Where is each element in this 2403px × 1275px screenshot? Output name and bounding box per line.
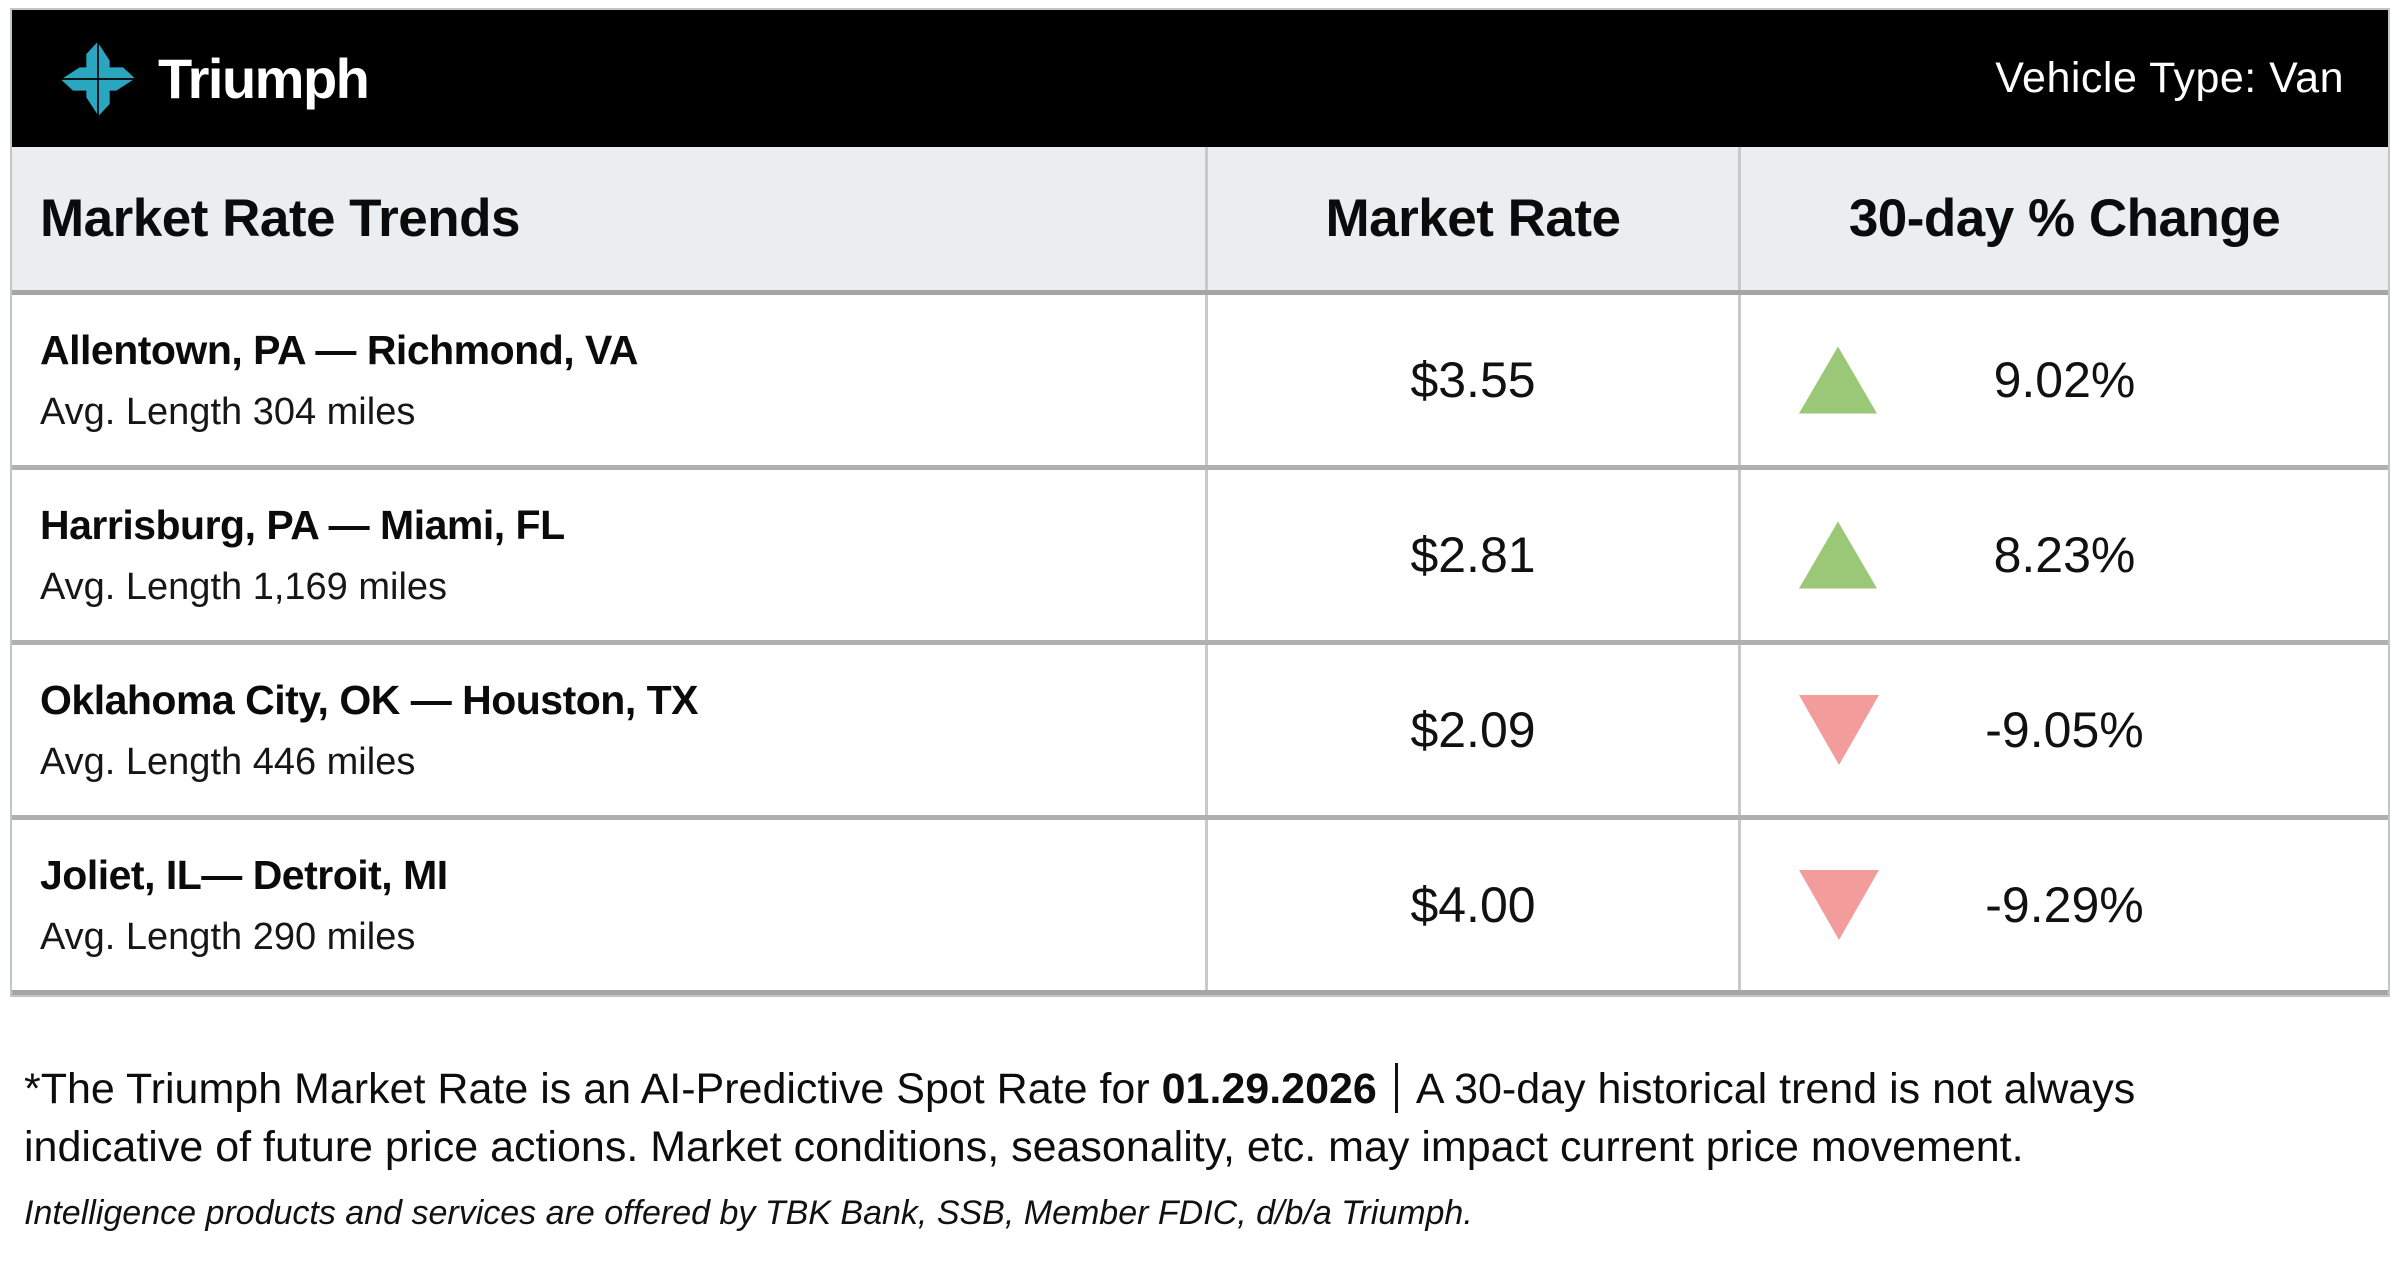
triumph-logo-icon (61, 41, 135, 116)
lane-avg-length: Avg. Length 446 miles (40, 740, 416, 783)
market-rate-card: Triumph Vehicle Type: Van Market Rate Tr… (10, 8, 2390, 997)
column-header-market-rate-trends: Market Rate Trends (40, 189, 520, 248)
change-value: 8.23% (1993, 527, 2136, 583)
lane-cell: Joliet, IL— Detroit, MI Avg. Length 290 … (12, 820, 1205, 990)
market-rate-value: $2.09 (1205, 645, 1738, 815)
table-header-row: Market Rate Trends Market Rate 30-day % … (12, 147, 2388, 295)
table-row: Oklahoma City, OK — Houston, TX Avg. Len… (12, 645, 2388, 820)
change-value: -9.05% (1985, 702, 2144, 758)
table-row: Joliet, IL— Detroit, MI Avg. Length 290 … (12, 820, 2388, 995)
change-value: -9.29% (1985, 877, 2144, 933)
footnote-date: 01.29.2026 (1161, 1065, 1377, 1113)
up-arrow-icon (1799, 521, 1877, 589)
lane-cell: Allentown, PA — Richmond, VA Avg. Length… (12, 295, 1205, 465)
vehicle-type-label: Vehicle Type: Van (1995, 54, 2344, 102)
change-cell: -9.29% (1738, 820, 2388, 990)
change-cell: 9.02% (1738, 295, 2388, 465)
column-header-30-day-change: 30-day % Change (1738, 147, 2388, 290)
table-row: Allentown, PA — Richmond, VA Avg. Length… (12, 295, 2388, 470)
lane-cell: Harrisburg, PA — Miami, FL Avg. Length 1… (12, 470, 1205, 640)
lane-avg-length: Avg. Length 290 miles (40, 915, 416, 958)
market-rate-value: $2.81 (1205, 470, 1738, 640)
footnote-line1-rest: A 30-day historical trend is not always (1415, 1065, 2136, 1113)
column-header-market-rate: Market Rate (1205, 147, 1738, 290)
footnote-prefix: *The Triumph Market Rate is an AI-Predic… (24, 1065, 1150, 1113)
lane-avg-length: Avg. Length 1,169 miles (40, 565, 448, 608)
disclaimer-text: Intelligence products and services are o… (24, 1194, 1473, 1232)
divider-bar (1394, 1063, 1398, 1113)
footnote: *The Triumph Market Rate is an AI-Predic… (24, 1060, 2384, 1242)
lane-title: Oklahoma City, OK — Houston, TX (40, 676, 699, 723)
market-rate-value: $3.55 (1205, 295, 1738, 465)
lane-cell: Oklahoma City, OK — Houston, TX Avg. Len… (12, 645, 1205, 815)
down-arrow-icon (1799, 870, 1879, 940)
brand-bar: Triumph Vehicle Type: Van (12, 10, 2388, 147)
change-cell: -9.05% (1738, 645, 2388, 815)
footnote-line-2: indicative of future price actions. Mark… (24, 1123, 2024, 1171)
change-cell: 8.23% (1738, 470, 2388, 640)
market-rate-value: $4.00 (1205, 820, 1738, 990)
lane-avg-length: Avg. Length 304 miles (40, 390, 416, 433)
lane-title: Allentown, PA — Richmond, VA (40, 326, 638, 373)
change-value: 9.02% (1993, 352, 2136, 408)
up-arrow-icon (1799, 346, 1877, 414)
lane-title: Harrisburg, PA — Miami, FL (40, 501, 565, 548)
lane-title: Joliet, IL— Detroit, MI (40, 851, 448, 898)
down-arrow-icon (1799, 695, 1879, 765)
brand-name: Triumph (158, 47, 370, 110)
table-row: Harrisburg, PA — Miami, FL Avg. Length 1… (12, 470, 2388, 645)
footnote-line-1: *The Triumph Market Rate is an AI-Predic… (24, 1060, 2384, 1118)
